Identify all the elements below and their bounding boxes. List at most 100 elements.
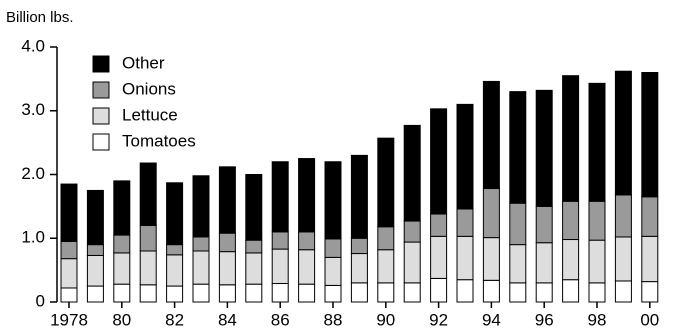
bar-segment — [113, 234, 131, 254]
bar-segment — [509, 91, 527, 204]
bar-segment — [350, 154, 368, 239]
bar-segment — [298, 231, 316, 251]
x-tick-label: 84 — [218, 310, 237, 329]
bar-segment — [166, 285, 184, 303]
bar-segment — [271, 248, 289, 285]
bar-segment — [271, 283, 289, 303]
bar-segment — [324, 238, 342, 258]
bar-segment — [113, 180, 131, 236]
bar-segment — [535, 205, 553, 244]
bar-segment — [377, 249, 395, 284]
legend-label: Onions — [122, 79, 176, 98]
bar-segment — [218, 284, 236, 303]
bar-segment — [245, 283, 263, 303]
x-tick-label: 96 — [535, 310, 554, 329]
bar-segment — [324, 161, 342, 240]
bar-segment — [192, 175, 210, 238]
bar-segment — [298, 158, 316, 233]
legend-swatch — [92, 107, 110, 125]
bar-segment — [641, 235, 659, 283]
bar-segment — [482, 80, 500, 190]
bar-segment — [271, 161, 289, 233]
bar-segment — [588, 200, 606, 241]
legend-label: Tomatoes — [122, 131, 196, 150]
bar-segment — [245, 252, 263, 285]
bar-segment — [86, 189, 104, 246]
x-tick-label: 86 — [271, 310, 290, 329]
bar-segment — [509, 244, 527, 284]
bar-segment — [192, 250, 210, 285]
bar-segment — [166, 244, 184, 256]
bar-segment — [641, 281, 659, 303]
bar-segment — [509, 282, 527, 303]
bar-segment — [218, 251, 236, 286]
bar-segment — [403, 241, 421, 284]
bar-segment — [271, 231, 289, 250]
bar-segment — [588, 282, 606, 303]
bar-segment — [166, 182, 184, 246]
bar-segment — [403, 124, 421, 222]
legend-swatch — [92, 81, 110, 99]
y-axis-label: Billion lbs. — [6, 9, 74, 26]
bar-segment — [614, 236, 632, 282]
bar-segment — [456, 279, 474, 303]
bar-segment — [139, 250, 157, 286]
bar-segment — [350, 253, 368, 284]
bar-segment — [86, 285, 104, 303]
bar-segment — [588, 239, 606, 284]
x-tick-label: 80 — [112, 310, 131, 329]
bar-segment — [298, 283, 316, 303]
bar-segment — [350, 282, 368, 303]
bar-segment — [562, 279, 580, 303]
bar-segment — [614, 280, 632, 303]
bar-segment — [139, 284, 157, 303]
legend-label: Lettuce — [122, 105, 178, 124]
bar-segment — [60, 287, 78, 303]
bar-segment — [614, 194, 632, 238]
bar-segment — [535, 242, 553, 284]
x-tick-label: 88 — [324, 310, 343, 329]
x-tick-label: 00 — [640, 310, 659, 329]
bar-segment — [60, 258, 78, 289]
x-tick-label: 98 — [588, 310, 607, 329]
bar-segment — [350, 237, 368, 255]
bar-segment — [535, 89, 553, 207]
bar-segment — [456, 208, 474, 237]
x-tick-label: 94 — [482, 310, 501, 329]
bar-segment — [456, 235, 474, 281]
bar-segment — [86, 254, 104, 287]
bar-segment — [86, 244, 104, 256]
bar-segment — [482, 237, 500, 281]
bar-segment — [403, 220, 421, 243]
bar-segment — [218, 232, 236, 253]
bar-segment — [324, 284, 342, 303]
bar-segment — [482, 279, 500, 303]
bar-segment — [113, 283, 131, 303]
bar-segment — [562, 75, 580, 202]
bar-segment — [245, 239, 263, 254]
bar-segment — [588, 82, 606, 202]
y-tick-label: 2.0 — [21, 164, 45, 183]
bar-segment — [430, 213, 448, 237]
y-tick-label: 3.0 — [21, 100, 45, 119]
bar-segment — [60, 240, 78, 260]
legend-swatch — [92, 55, 110, 73]
bar-segment — [324, 256, 342, 286]
bar-segment — [535, 282, 553, 303]
bar-segment — [377, 282, 395, 303]
bar-segment — [403, 282, 421, 303]
bar-segment — [218, 166, 236, 234]
bar-segment — [641, 72, 659, 198]
legend-label: Other — [122, 53, 165, 72]
bar-segment — [245, 174, 263, 241]
bar-segment — [377, 137, 395, 228]
bar-segment — [60, 183, 78, 242]
bar-segment — [614, 70, 632, 196]
bar-segment — [192, 236, 210, 252]
x-tick-label: 90 — [376, 310, 395, 329]
bar-segment — [562, 239, 580, 281]
y-tick-label: 4.0 — [21, 36, 45, 55]
bar-segment — [377, 226, 395, 251]
legend-swatch — [92, 133, 110, 151]
